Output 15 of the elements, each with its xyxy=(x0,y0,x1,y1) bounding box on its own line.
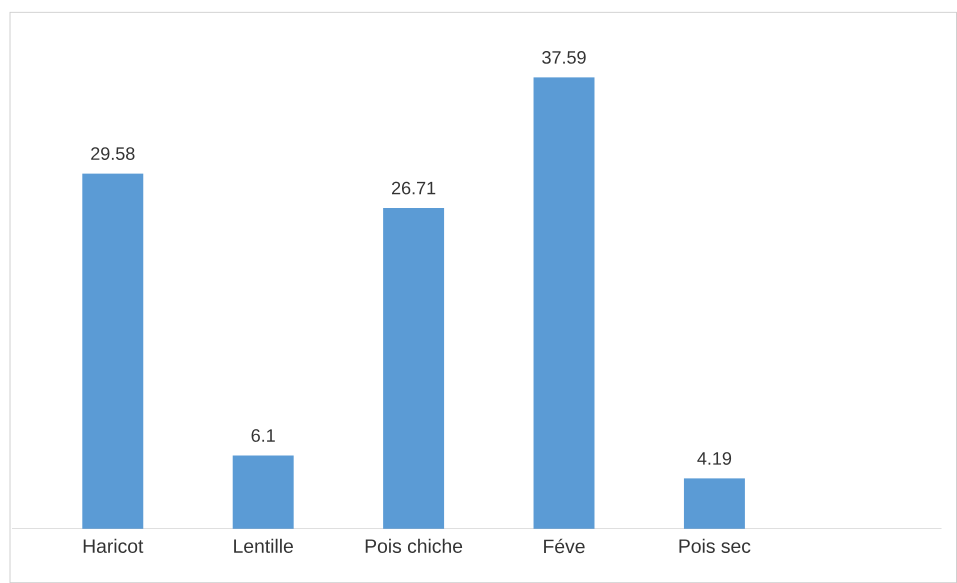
data-label: 6.1 xyxy=(252,429,275,442)
data-label: 4.19 xyxy=(697,452,732,465)
x-tick-label: Pois sec xyxy=(679,538,750,553)
bar xyxy=(82,173,144,529)
data-label: 26.71 xyxy=(392,182,436,194)
data-label: 29.58 xyxy=(91,147,134,160)
x-tick-label: Lentille xyxy=(234,538,293,553)
bar xyxy=(534,77,594,529)
bar xyxy=(684,478,745,529)
x-tick-label: Pois chiche xyxy=(366,538,462,553)
data-label: 37.59 xyxy=(542,50,586,64)
bar xyxy=(232,455,294,529)
bar xyxy=(383,208,444,529)
x-tick-label: Féve xyxy=(544,538,585,554)
x-tick-label: Haricot xyxy=(84,538,144,553)
